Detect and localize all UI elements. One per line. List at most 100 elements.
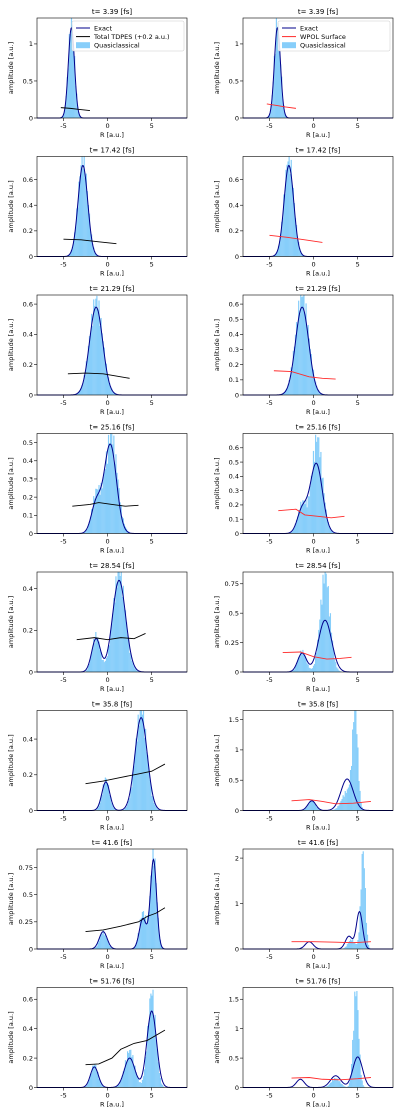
histogram-bar xyxy=(156,808,158,811)
tdpes-line xyxy=(76,633,146,641)
histogram-bar xyxy=(334,658,336,672)
y-tick-label: 0.6 xyxy=(23,996,33,1004)
wpol-surface-line xyxy=(266,103,297,109)
exact-curve xyxy=(243,910,393,950)
histogram-bar xyxy=(316,807,318,811)
histogram-bar xyxy=(334,1077,336,1088)
histogram-bar xyxy=(109,945,111,949)
histogram-bar xyxy=(326,519,328,534)
subplot-title: t= 51.76 [fs] xyxy=(296,978,341,986)
histogram-bar xyxy=(130,653,132,672)
y-axis-label: amplitude [a.u.] xyxy=(7,1011,15,1063)
axes-frame xyxy=(242,571,394,673)
histogram-bar xyxy=(120,572,122,672)
histogram-bar xyxy=(317,639,319,672)
histogram-bar xyxy=(315,804,317,811)
histogram-bar xyxy=(155,883,157,949)
y-axis-label: amplitude [a.u.] xyxy=(7,180,15,232)
x-axis-label: R [a.u.] xyxy=(306,408,330,416)
histogram-bar xyxy=(330,531,333,534)
histogram-bar xyxy=(149,998,151,1088)
histogram-bar xyxy=(87,524,90,534)
histogram-bar xyxy=(354,710,356,811)
histogram-bar xyxy=(95,946,97,949)
histogram-bar xyxy=(323,493,325,534)
y-tick-label: 1.5 xyxy=(229,996,239,1004)
histogram-bar xyxy=(130,1049,132,1088)
x-axis-label: R [a.u.] xyxy=(306,547,330,555)
legend-box xyxy=(71,20,185,52)
histogram-bar xyxy=(317,807,319,811)
histogram-bar xyxy=(122,518,124,534)
histogram-bar xyxy=(129,1049,131,1088)
y-tick-label: 0.6 xyxy=(23,300,33,308)
histogram-bar xyxy=(119,576,121,672)
axes-frame xyxy=(36,433,188,534)
histogram-bar xyxy=(155,1040,157,1088)
histogram-bar xyxy=(154,1014,156,1088)
subplot: t= 28.54 [fs]-5 0 5R [a.u.]00.250.50.75amp… xyxy=(213,562,394,693)
y-tick-label: 0.75 xyxy=(19,864,33,872)
histogram-bar xyxy=(117,479,119,534)
histogram-bar xyxy=(275,252,278,257)
histogram-bar xyxy=(140,710,142,811)
histogram-bar xyxy=(105,778,108,811)
histogram-bar xyxy=(310,668,312,672)
histogram-bar xyxy=(124,1060,127,1088)
histogram-bar xyxy=(147,1025,149,1088)
histogram-bar xyxy=(97,807,99,811)
histogram-bar xyxy=(116,1086,118,1088)
histogram-bar xyxy=(283,105,285,118)
histogram-bar xyxy=(98,485,100,534)
histogram-bar xyxy=(131,1056,133,1088)
y-axis-label: amplitude [a.u.] xyxy=(7,457,15,509)
exact-curve xyxy=(37,858,187,950)
histogram-bar xyxy=(92,648,94,672)
histogram-bar xyxy=(75,86,77,118)
histogram-bar xyxy=(88,1079,91,1088)
histogram-bar xyxy=(81,385,83,395)
legend-patch xyxy=(282,42,296,49)
histogram-bar xyxy=(300,251,302,257)
x-tick-label: 0 xyxy=(312,676,316,684)
histogram-bar xyxy=(299,511,301,534)
y-tick-label: 0.2 xyxy=(23,1054,33,1062)
histogram-bar xyxy=(357,747,359,811)
histogram-bar xyxy=(348,1082,351,1088)
x-tick-label: 5 xyxy=(356,676,360,684)
histogram-bar xyxy=(145,1056,147,1088)
y-tick-label: 0.5 xyxy=(229,77,239,85)
histogram-bar xyxy=(146,752,148,811)
x-tick-label: -5 xyxy=(266,399,272,407)
histogram-bar xyxy=(123,523,126,534)
y-tick-label: 0.2 xyxy=(229,361,239,369)
histogram-bar xyxy=(134,945,136,949)
y-tick-label: 0.3 xyxy=(23,475,33,483)
histogram-bar xyxy=(125,1062,128,1088)
histogram-bar xyxy=(298,241,300,257)
histogram-bar xyxy=(91,313,93,395)
histogram-bar xyxy=(151,871,153,949)
histogram-bar xyxy=(285,169,287,257)
histogram-bar xyxy=(338,1081,340,1088)
histogram-bar xyxy=(129,798,131,811)
histogram-bar xyxy=(291,671,293,672)
histogram-bar xyxy=(299,248,301,257)
histogram-bar xyxy=(333,809,335,811)
histogram-bar xyxy=(137,714,139,811)
histogram-bar xyxy=(101,794,103,811)
histogram-bar xyxy=(91,509,93,534)
y-tick-label: 1 xyxy=(29,40,33,48)
histogram-bar xyxy=(331,532,334,534)
histogram-bar xyxy=(123,1068,126,1088)
x-tick-label: 0 xyxy=(312,815,316,823)
histogram-bar xyxy=(107,784,110,811)
histogram-bar xyxy=(112,391,114,395)
x-tick-label: -5 xyxy=(266,538,272,546)
subplot-title: t= 25.16 [fs] xyxy=(296,424,341,432)
histogram-bar xyxy=(94,305,96,395)
histogram-bar xyxy=(153,866,155,949)
legend-label: Quasiclassical xyxy=(94,42,140,50)
histogram-bar xyxy=(359,790,361,811)
axes-frame xyxy=(36,848,188,950)
